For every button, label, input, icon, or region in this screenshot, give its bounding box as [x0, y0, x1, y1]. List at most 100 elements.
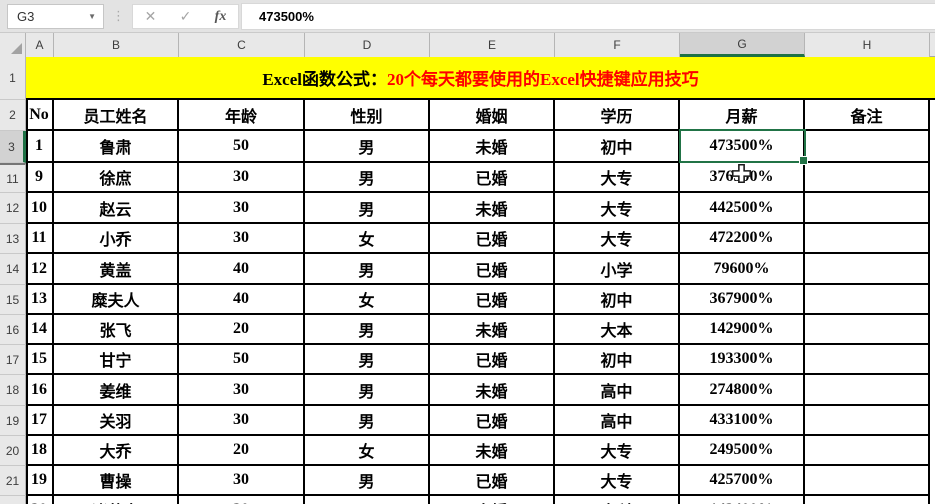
cell-F15[interactable]: 初中 — [555, 285, 680, 315]
cell-A11[interactable]: 9 — [26, 163, 54, 193]
cell-D11[interactable]: 男 — [305, 163, 430, 193]
cell-E14[interactable]: 已婚 — [430, 254, 555, 285]
cell-C15[interactable]: 40 — [179, 285, 305, 315]
cell-E17[interactable]: 已婚 — [430, 345, 555, 375]
cell-D22[interactable]: 男 — [305, 496, 430, 504]
cell-G13[interactable]: 472200% — [680, 224, 805, 254]
cell-D17[interactable]: 男 — [305, 345, 430, 375]
cell-F14[interactable]: 小学 — [555, 254, 680, 285]
row-header-18[interactable]: 18 — [0, 375, 26, 406]
cell-E12[interactable]: 未婚 — [430, 193, 555, 224]
column-header-E[interactable]: E — [430, 33, 555, 57]
cell-B11[interactable]: 徐庶 — [54, 163, 179, 193]
cell-A22[interactable]: 20 — [26, 496, 54, 504]
cell-B18[interactable]: 姜维 — [54, 375, 179, 406]
column-header-D[interactable]: D — [305, 33, 430, 57]
cell-H16[interactable] — [805, 315, 930, 345]
cell-E20[interactable]: 未婚 — [430, 436, 555, 466]
cell-A2-header[interactable]: No — [26, 100, 54, 131]
row-header-22[interactable]: 22 — [0, 496, 26, 504]
cancel-icon[interactable]: ✕ — [144, 8, 157, 24]
cell-E22[interactable]: 未婚 — [430, 496, 555, 504]
row-header-14[interactable]: 14 — [0, 254, 26, 285]
row-header-19[interactable]: 19 — [0, 406, 26, 436]
insert-function-fx-icon[interactable]: fx — [214, 8, 227, 24]
cell-B20[interactable]: 大乔 — [54, 436, 179, 466]
cell-F17[interactable]: 初中 — [555, 345, 680, 375]
cell-B22[interactable]: 诸葛亮 — [54, 496, 179, 504]
cell-E15[interactable]: 已婚 — [430, 285, 555, 315]
cell-F12[interactable]: 大专 — [555, 193, 680, 224]
cell-A15[interactable]: 13 — [26, 285, 54, 315]
cell-H13[interactable] — [805, 224, 930, 254]
cell-H14[interactable] — [805, 254, 930, 285]
cell-A19[interactable]: 17 — [26, 406, 54, 436]
cell-H19[interactable] — [805, 406, 930, 436]
cell-E19[interactable]: 已婚 — [430, 406, 555, 436]
cell-G20[interactable]: 249500% — [680, 436, 805, 466]
column-header-H[interactable]: H — [805, 33, 930, 57]
cell-B21[interactable]: 曹操 — [54, 466, 179, 496]
cell-F16[interactable]: 大本 — [555, 315, 680, 345]
cell-H11[interactable] — [805, 163, 930, 193]
cell-B13[interactable]: 小乔 — [54, 224, 179, 254]
cell-G12[interactable]: 442500% — [680, 193, 805, 224]
cell-E16[interactable]: 未婚 — [430, 315, 555, 345]
cell-B17[interactable]: 甘宁 — [54, 345, 179, 375]
cell-D3[interactable]: 男 — [305, 131, 430, 163]
cell-D14[interactable]: 男 — [305, 254, 430, 285]
column-header-A[interactable]: A — [26, 33, 54, 57]
cell-G16[interactable]: 142900% — [680, 315, 805, 345]
cell-B3[interactable]: 鲁肃 — [54, 131, 179, 163]
cell-B19[interactable]: 关羽 — [54, 406, 179, 436]
cell-C19[interactable]: 30 — [179, 406, 305, 436]
cell-G18[interactable]: 274800% — [680, 375, 805, 406]
row-header-12[interactable]: 12 — [0, 193, 26, 224]
enter-check-icon[interactable]: ✓ — [179, 8, 192, 24]
cell-G15[interactable]: 367900% — [680, 285, 805, 315]
cell-G14[interactable]: 79600% — [680, 254, 805, 285]
cell-F3[interactable]: 初中 — [555, 131, 680, 163]
cell-H20[interactable] — [805, 436, 930, 466]
row-header-15[interactable]: 15 — [0, 285, 26, 315]
cell-E3[interactable]: 未婚 — [430, 131, 555, 163]
cell-A21[interactable]: 19 — [26, 466, 54, 496]
cell-F19[interactable]: 高中 — [555, 406, 680, 436]
cell-E2-header[interactable]: 婚姻 — [430, 100, 555, 131]
name-box-dropdown-icon[interactable]: ▼ — [88, 12, 96, 21]
cell-D2-header[interactable]: 性别 — [305, 100, 430, 131]
cell-F21[interactable]: 大专 — [555, 466, 680, 496]
cell-B14[interactable]: 黄盖 — [54, 254, 179, 285]
cell-F2-header[interactable]: 学历 — [555, 100, 680, 131]
cell-E18[interactable]: 未婚 — [430, 375, 555, 406]
cell-C13[interactable]: 30 — [179, 224, 305, 254]
cell-C18[interactable]: 30 — [179, 375, 305, 406]
cell-G21[interactable]: 425700% — [680, 466, 805, 496]
cell-G11[interactable]: 376500% — [680, 163, 805, 193]
formula-input[interactable]: 473500% — [241, 3, 935, 30]
cell-G19[interactable]: 433100% — [680, 406, 805, 436]
cell-H3[interactable] — [805, 131, 930, 163]
name-box[interactable]: G3 ▼ — [7, 4, 104, 29]
cell-C11[interactable]: 30 — [179, 163, 305, 193]
cell-B16[interactable]: 张飞 — [54, 315, 179, 345]
cell-D15[interactable]: 女 — [305, 285, 430, 315]
cell-A16[interactable]: 14 — [26, 315, 54, 345]
row-header-3[interactable]: 3 — [0, 131, 26, 163]
cell-A12[interactable]: 10 — [26, 193, 54, 224]
cell-H15[interactable] — [805, 285, 930, 315]
cell-B2-header[interactable]: 员工姓名 — [54, 100, 179, 131]
select-all-button[interactable] — [0, 33, 26, 57]
cell-C20[interactable]: 20 — [179, 436, 305, 466]
cell-H18[interactable] — [805, 375, 930, 406]
cell-G3[interactable]: 473500% — [680, 131, 805, 163]
cell-D20[interactable]: 女 — [305, 436, 430, 466]
cell-C12[interactable]: 30 — [179, 193, 305, 224]
cell-E21[interactable]: 已婚 — [430, 466, 555, 496]
cell-C2-header[interactable]: 年龄 — [179, 100, 305, 131]
row-header-21[interactable]: 21 — [0, 466, 26, 496]
cell-A18[interactable]: 16 — [26, 375, 54, 406]
cell-D19[interactable]: 男 — [305, 406, 430, 436]
cell-H21[interactable] — [805, 466, 930, 496]
cell-B15[interactable]: 糜夫人 — [54, 285, 179, 315]
